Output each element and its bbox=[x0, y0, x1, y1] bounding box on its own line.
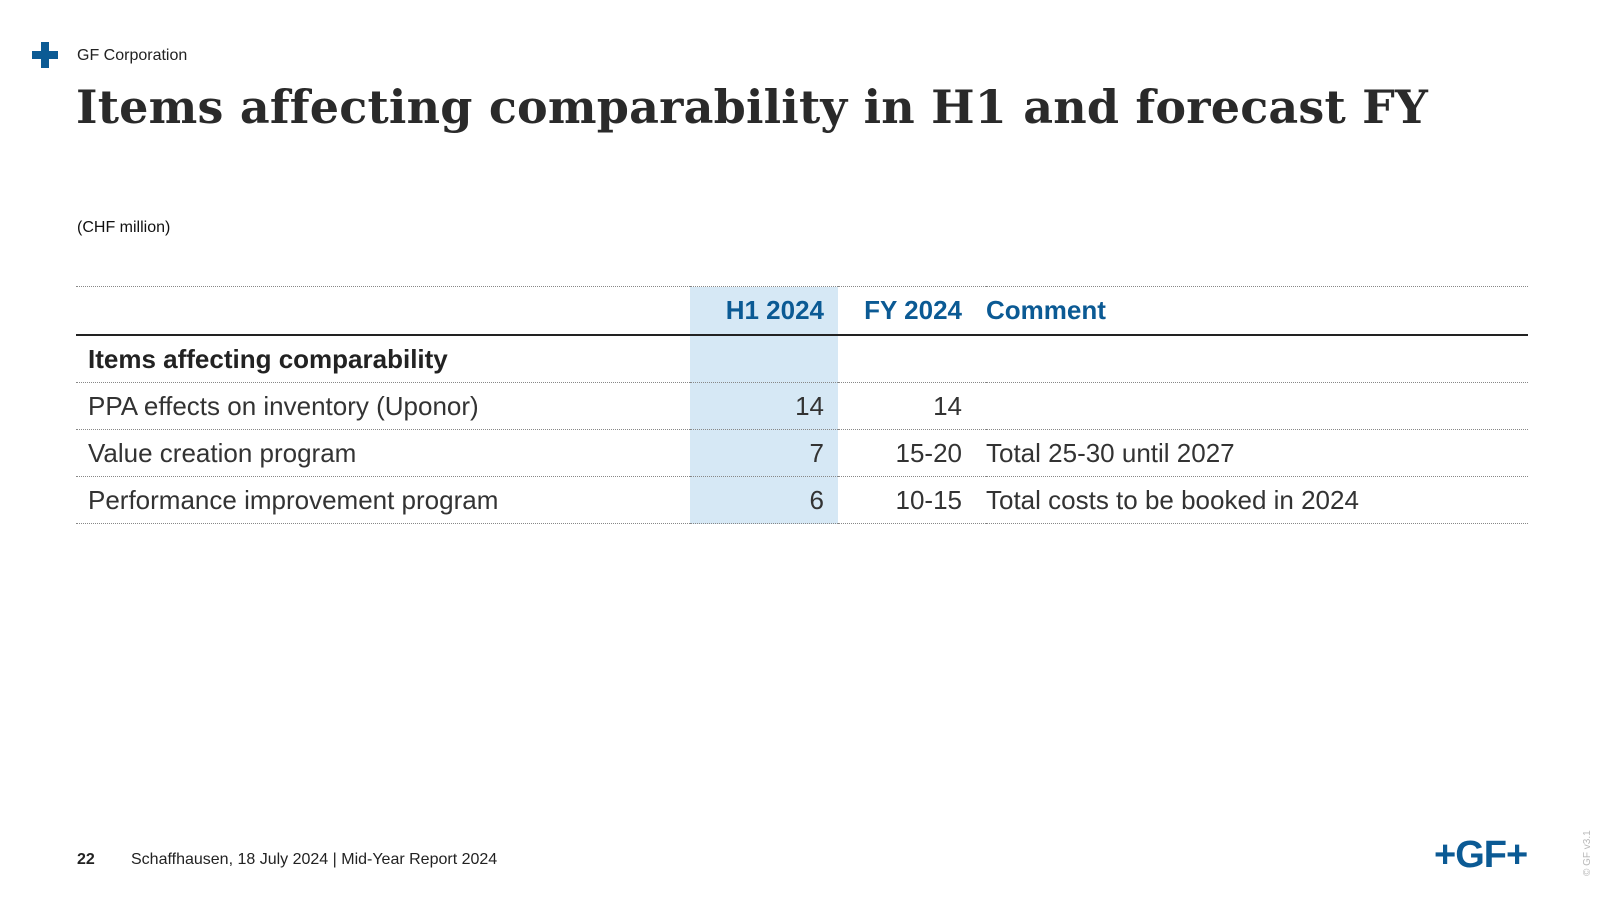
row-comment: Total costs to be booked in 2024 bbox=[986, 476, 1528, 524]
section-label: Items affecting comparability bbox=[76, 335, 690, 383]
row-fy-value: 10-15 bbox=[838, 476, 986, 524]
table-row: Value creation program 7 15-20 Total 25-… bbox=[76, 429, 1528, 477]
header-h1-2024: H1 2024 bbox=[690, 286, 838, 336]
table-cell bbox=[838, 335, 986, 383]
footer-text: Schaffhausen, 18 July 2024 | Mid-Year Re… bbox=[131, 851, 498, 868]
page-title: Items affecting comparability in H1 and … bbox=[76, 80, 1429, 134]
page-number: 22 bbox=[77, 851, 95, 868]
header-fy-2024: FY 2024 bbox=[838, 286, 986, 336]
row-label: Performance improvement program bbox=[76, 476, 690, 524]
header-label bbox=[76, 286, 690, 336]
gf-logo: +GF+ bbox=[1434, 834, 1528, 876]
table-header-row: H1 2024 FY 2024 Comment bbox=[76, 286, 1528, 336]
header-comment: Comment bbox=[986, 286, 1528, 336]
table-row: Performance improvement program 6 10-15 … bbox=[76, 476, 1528, 524]
row-label: Value creation program bbox=[76, 429, 690, 477]
copyright-note: © GF v3.1 bbox=[1582, 830, 1593, 876]
row-label: PPA effects on inventory (Uponor) bbox=[76, 382, 690, 430]
brand-cross-icon bbox=[32, 42, 58, 68]
row-h1-value: 6 bbox=[690, 476, 838, 524]
row-h1-value: 7 bbox=[690, 429, 838, 477]
comparability-table: H1 2024 FY 2024 Comment Items affecting … bbox=[76, 286, 1528, 524]
unit-label: (CHF million) bbox=[77, 219, 171, 236]
row-h1-value: 14 bbox=[690, 382, 838, 430]
table-cell bbox=[690, 335, 838, 383]
row-comment bbox=[986, 382, 1528, 430]
organization-name: GF Corporation bbox=[77, 47, 188, 64]
row-fy-value: 14 bbox=[838, 382, 986, 430]
table-section-row: Items affecting comparability bbox=[76, 335, 1528, 383]
row-fy-value: 15-20 bbox=[838, 429, 986, 477]
row-comment: Total 25-30 until 2027 bbox=[986, 429, 1528, 477]
table-cell bbox=[986, 335, 1528, 383]
table-row: PPA effects on inventory (Uponor) 14 14 bbox=[76, 382, 1528, 430]
